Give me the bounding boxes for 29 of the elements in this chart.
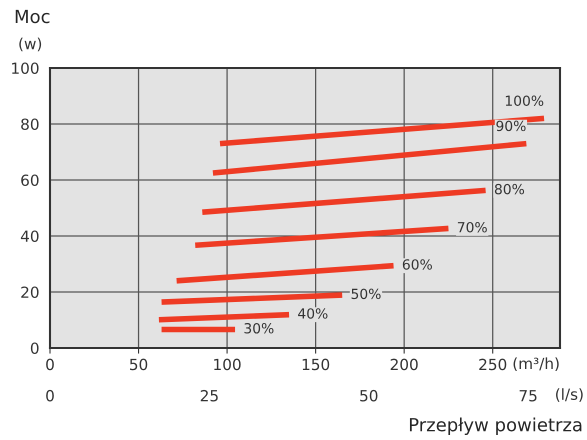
x2-axis-title: (l/s) <box>556 388 583 402</box>
series-label: 70% <box>458 222 487 232</box>
x-tick-label: 50 <box>130 358 148 370</box>
x-tick-label: 0 <box>46 358 54 370</box>
x-tick-label: 200 <box>390 358 418 370</box>
y-axis-title: (w) <box>19 38 42 52</box>
series-label: 50% <box>352 288 381 300</box>
x2-tick-label: 0 <box>46 390 54 402</box>
y-tick-label: 20 <box>21 286 39 298</box>
text: Przepływ powietrza <box>410 418 582 435</box>
x2-tick-label: 25 <box>200 390 218 402</box>
y-tick-label: 80 <box>21 118 39 130</box>
series-label: 30% <box>244 323 274 334</box>
x-tick-label: 150 <box>302 358 330 370</box>
series-label: 90% <box>496 120 526 132</box>
x-axis-title: (m³/h) <box>514 357 559 372</box>
y-tick-label: 0 <box>30 342 39 354</box>
chart-title: Moc <box>16 10 50 24</box>
y-tick-label: 100 <box>12 62 39 74</box>
y-tick-label: 40 <box>20 230 39 242</box>
x-tick-label: 100 <box>214 358 241 370</box>
series-label: 60% <box>402 259 432 270</box>
x2-tick-label: 50 <box>360 390 378 402</box>
x2-tick-label: 75 <box>520 390 537 402</box>
y-tick-label: 60 <box>21 174 39 186</box>
series-label: 100% <box>506 95 544 106</box>
x-tick-label: 250 <box>479 358 506 370</box>
series-label: 40% <box>298 308 328 319</box>
series-label: 80% <box>494 184 524 194</box>
